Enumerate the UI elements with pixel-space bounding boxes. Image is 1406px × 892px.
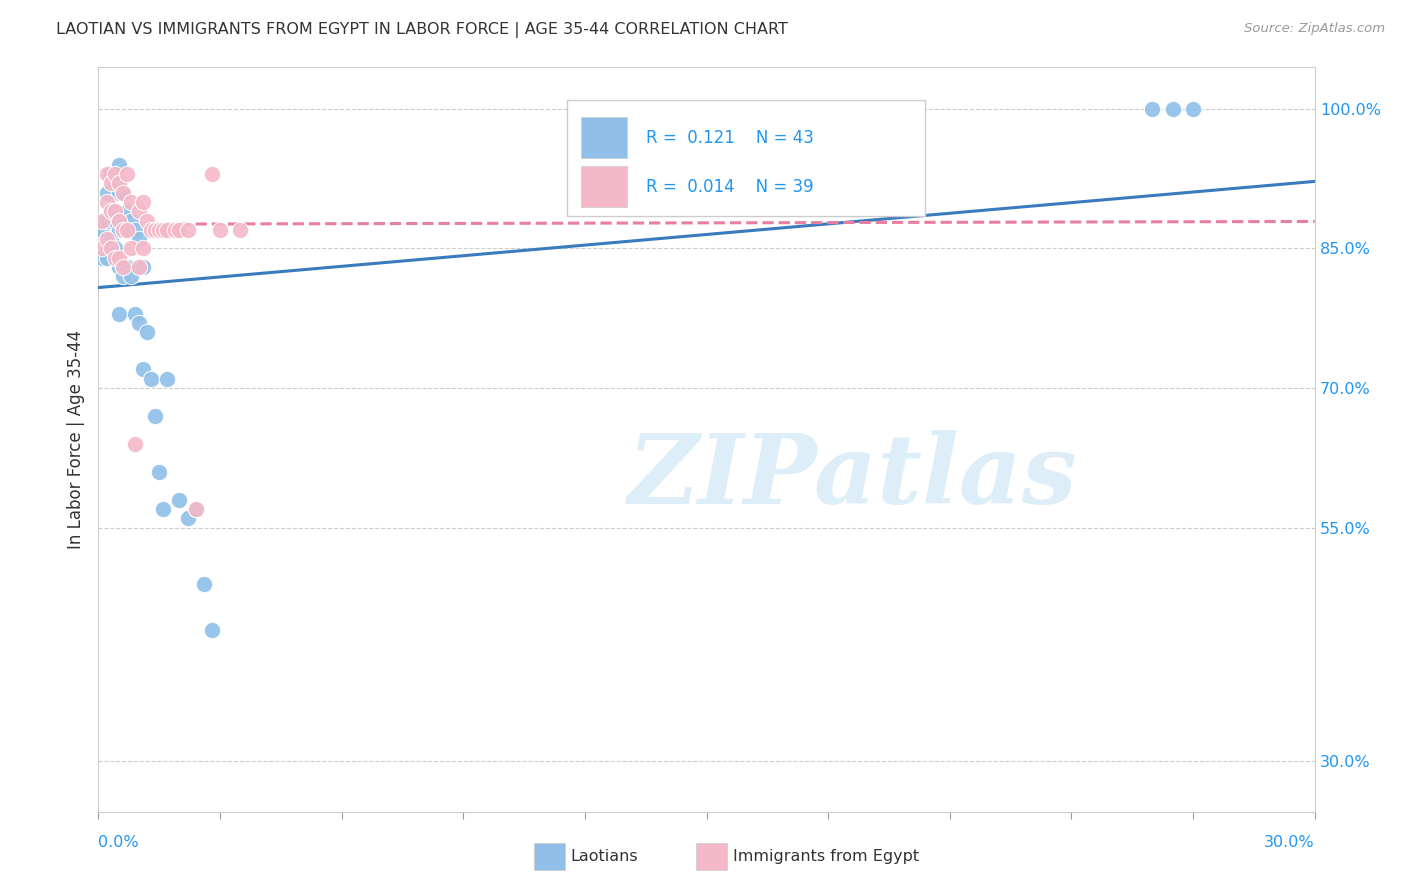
Point <box>96 251 118 265</box>
Point <box>104 213 127 227</box>
Point <box>100 167 122 181</box>
Point <box>91 242 114 256</box>
Point <box>100 204 122 219</box>
Point <box>96 167 118 181</box>
Point <box>143 223 166 237</box>
Point <box>132 194 155 209</box>
Text: Source: ZipAtlas.com: Source: ZipAtlas.com <box>1244 22 1385 36</box>
Point <box>128 232 150 246</box>
Point <box>107 213 129 227</box>
Point <box>128 260 150 274</box>
Point <box>115 204 138 219</box>
Point <box>136 325 159 339</box>
Point <box>148 223 170 237</box>
Point <box>136 213 159 227</box>
Point <box>148 465 170 479</box>
Point <box>139 372 162 386</box>
Point <box>91 213 114 227</box>
Text: R =  0.121    N = 43: R = 0.121 N = 43 <box>645 128 814 146</box>
Point <box>169 223 191 237</box>
Point <box>100 242 122 256</box>
Point <box>91 251 114 265</box>
Point <box>132 362 155 376</box>
Point <box>229 223 252 237</box>
Point <box>107 158 129 172</box>
Point <box>111 186 134 200</box>
Point <box>107 307 129 321</box>
Point <box>1142 102 1164 116</box>
FancyBboxPatch shape <box>567 101 925 216</box>
Point <box>111 260 134 274</box>
FancyBboxPatch shape <box>581 166 627 207</box>
Point <box>124 223 146 237</box>
Point <box>143 409 166 423</box>
Point <box>104 251 127 265</box>
Point <box>107 176 129 190</box>
Point <box>176 511 198 525</box>
Text: R =  0.014    N = 39: R = 0.014 N = 39 <box>645 178 813 196</box>
Point <box>209 223 232 237</box>
Point <box>156 223 179 237</box>
Text: ZIPatlas: ZIPatlas <box>627 430 1077 524</box>
Text: 30.0%: 30.0% <box>1264 836 1315 850</box>
Text: Laotians: Laotians <box>571 849 638 863</box>
Point <box>104 204 127 219</box>
Point <box>124 437 146 451</box>
Text: 0.0%: 0.0% <box>98 836 139 850</box>
Point <box>107 251 129 265</box>
Y-axis label: In Labor Force | Age 35-44: In Labor Force | Age 35-44 <box>67 330 86 549</box>
Point <box>111 223 134 237</box>
Point <box>120 213 142 227</box>
Point <box>193 576 215 591</box>
Text: LAOTIAN VS IMMIGRANTS FROM EGYPT IN LABOR FORCE | AGE 35-44 CORRELATION CHART: LAOTIAN VS IMMIGRANTS FROM EGYPT IN LABO… <box>56 22 789 38</box>
Text: Immigrants from Egypt: Immigrants from Egypt <box>733 849 918 863</box>
Point <box>152 223 174 237</box>
Point <box>128 204 150 219</box>
Point <box>107 223 129 237</box>
Point <box>111 186 134 200</box>
Point <box>124 307 146 321</box>
Point <box>165 223 187 237</box>
Point <box>201 167 224 181</box>
Point <box>96 213 118 227</box>
Point <box>156 372 179 386</box>
Point <box>107 260 129 274</box>
Point <box>104 176 127 190</box>
Point <box>132 242 155 256</box>
Point <box>115 167 138 181</box>
Point <box>100 176 122 190</box>
Point <box>115 223 138 237</box>
Point <box>169 492 191 507</box>
Point <box>96 232 118 246</box>
Point <box>120 269 142 284</box>
Point <box>96 186 118 200</box>
Point <box>201 623 224 637</box>
Point <box>184 502 207 516</box>
Point <box>96 194 118 209</box>
Point <box>100 204 122 219</box>
Point <box>100 232 122 246</box>
Point <box>115 260 138 274</box>
Point <box>128 316 150 330</box>
FancyBboxPatch shape <box>581 117 627 158</box>
Point <box>152 502 174 516</box>
Point <box>107 186 129 200</box>
Point <box>139 223 162 237</box>
Point <box>120 194 142 209</box>
Point <box>111 269 134 284</box>
Point <box>176 223 198 237</box>
Point <box>132 260 155 274</box>
Point <box>1182 102 1205 116</box>
Point <box>91 223 114 237</box>
Point <box>120 242 142 256</box>
Point <box>104 167 127 181</box>
Point <box>111 223 134 237</box>
Point <box>1161 102 1184 116</box>
Point <box>104 242 127 256</box>
Point <box>184 502 207 516</box>
